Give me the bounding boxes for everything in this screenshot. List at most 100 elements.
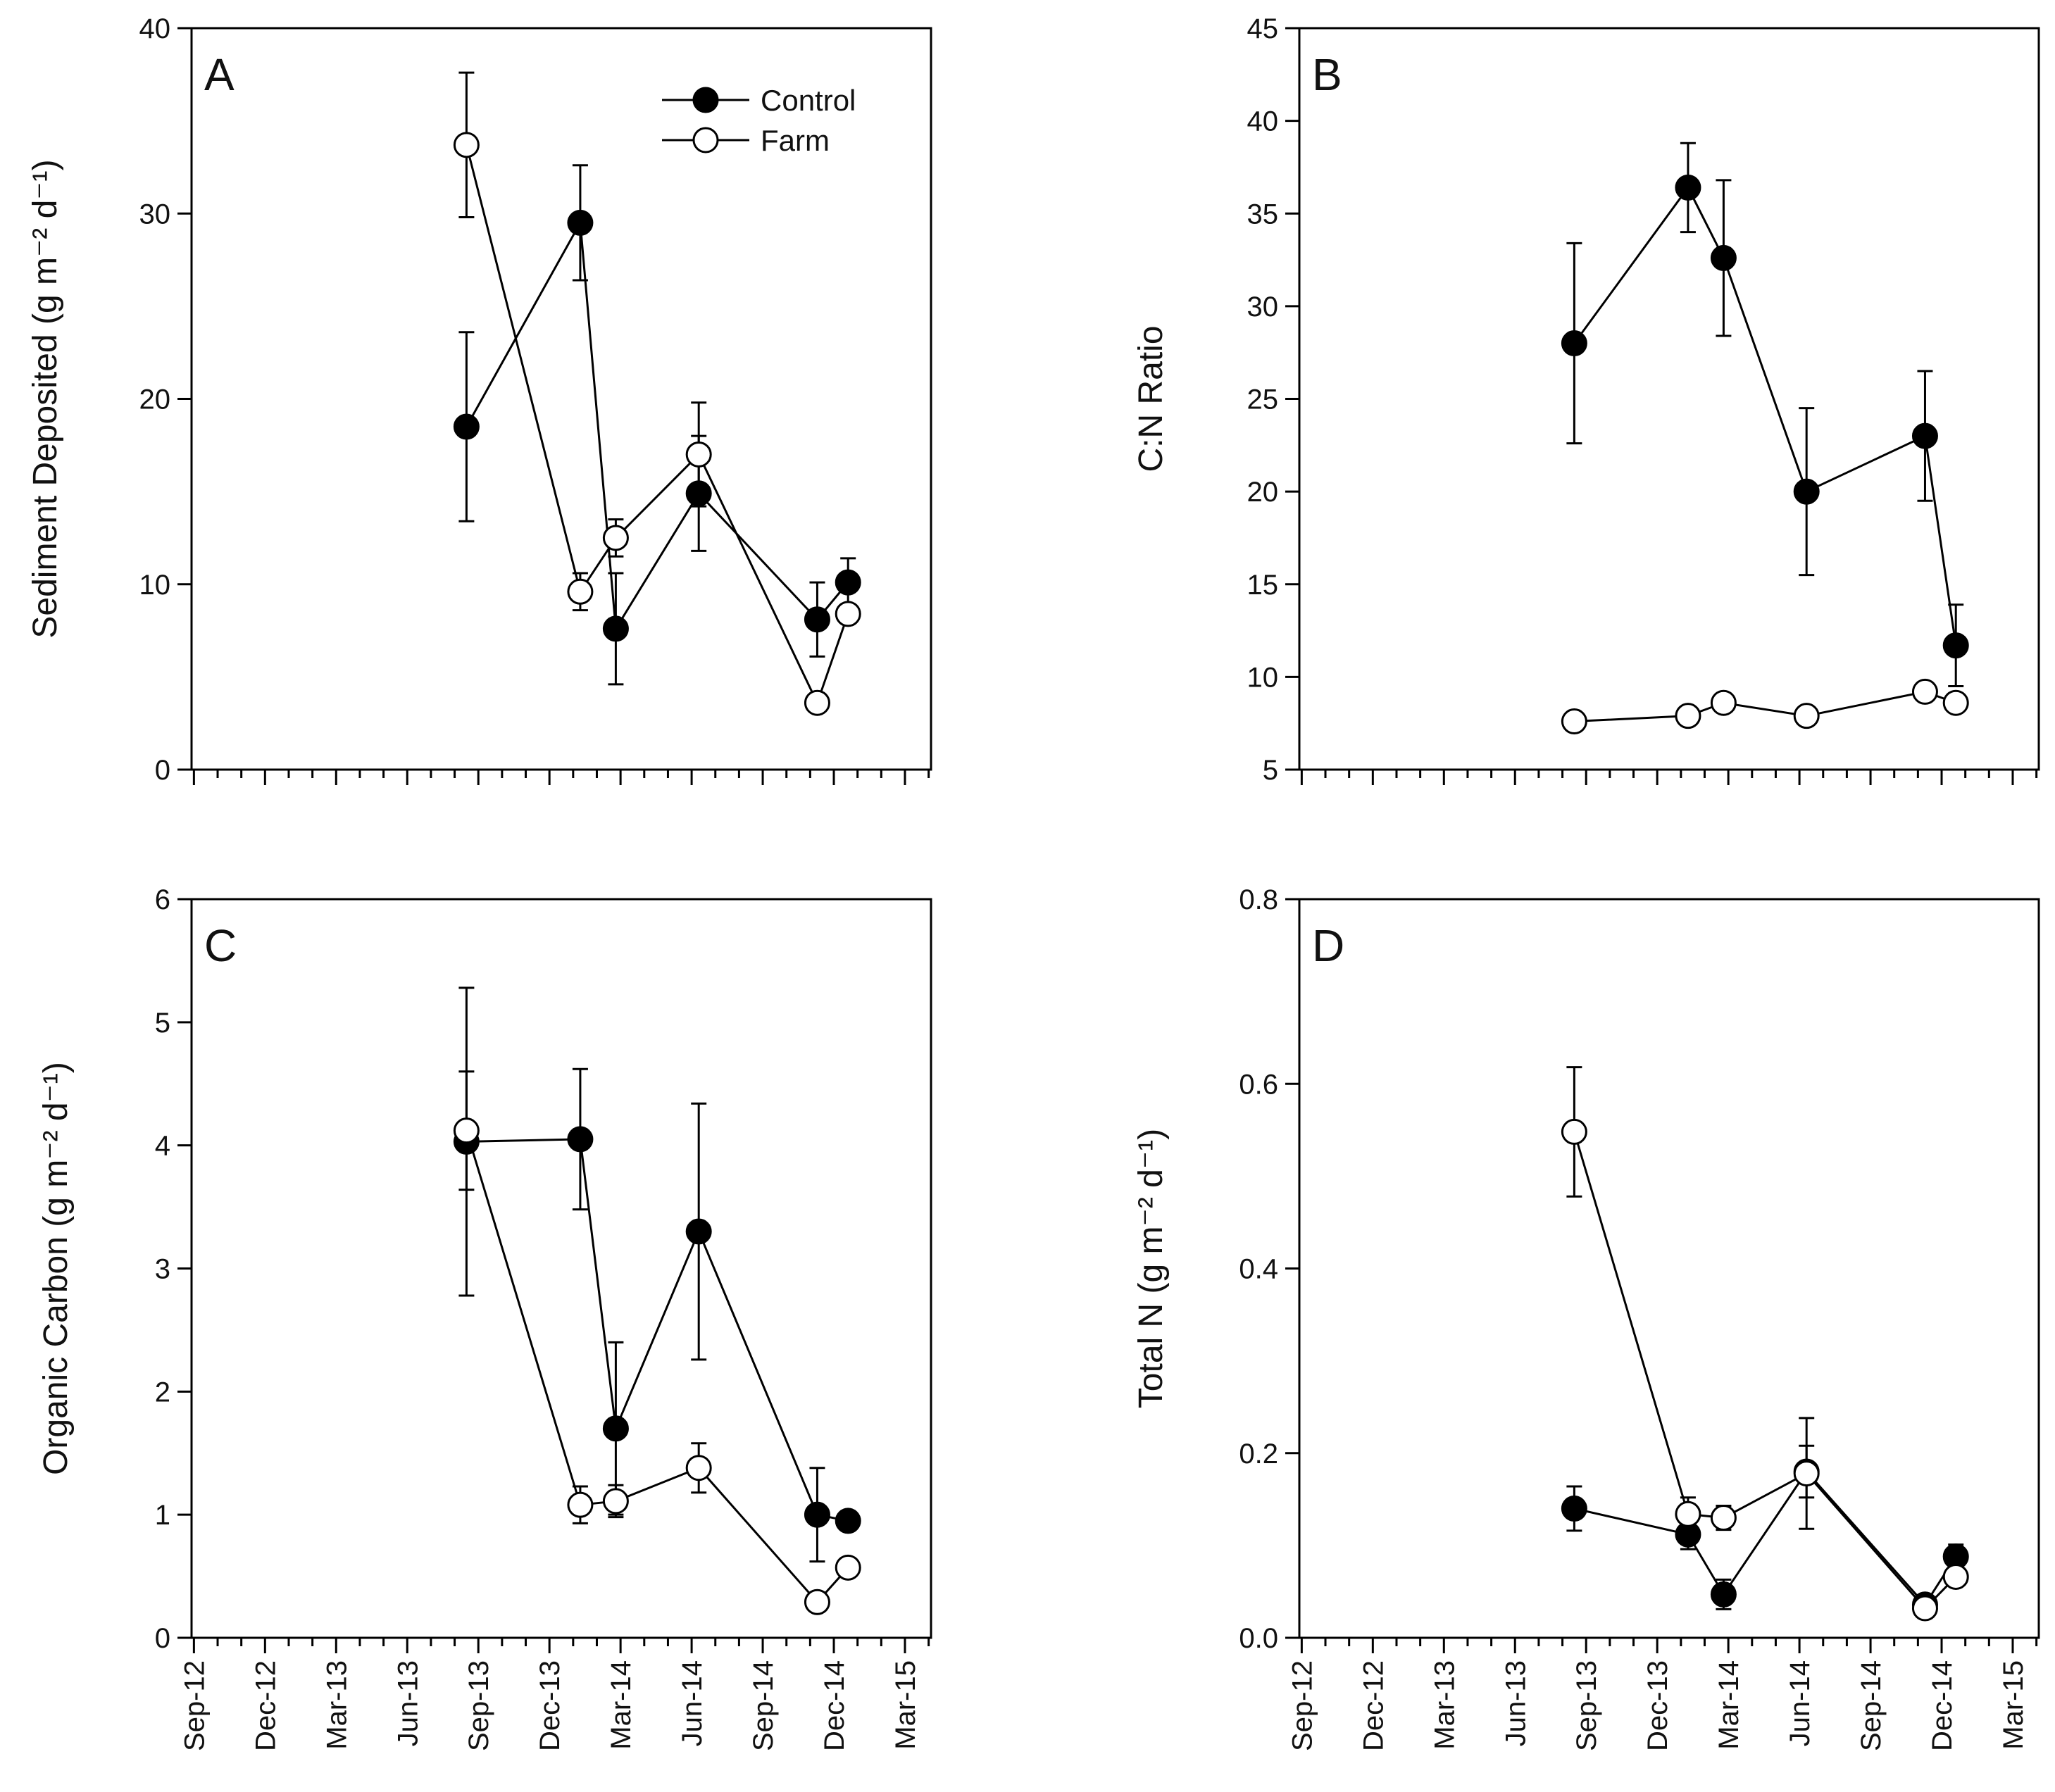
x-tick-label: Mar-13 [321,1660,352,1750]
y-tick-label: 6 [155,884,170,915]
panel-d: 0.0 0.2 0.4 0.6 0.8 Sep-12 Dec-12 Mar-13 Jun-13 S… [1132,884,2040,1751]
data-point-control [1561,330,1587,357]
x-tick-label: Dec-13 [535,1660,566,1751]
data-point-control [1793,478,1820,505]
data-point-control [1710,1581,1737,1608]
data-point-farm [1675,1500,1701,1527]
y-tick-label: 10 [139,570,171,601]
data-point-control [804,606,830,633]
data-point-farm [567,578,594,605]
data-point-control [1561,1495,1587,1522]
data-point-control [804,1501,830,1528]
series-line-farm [465,144,849,706]
panel-letter: C [204,920,237,971]
panel-a: 0 10 20 30 40 Sediment Deposited (g m⁻² d⁻¹) A… [27,13,932,786]
data-point-farm [835,1554,861,1581]
data-point-control [602,1415,629,1442]
panel-b: 5 10 15 20 25 30 35 40 45 C:N Ratio B [1132,13,2040,786]
y-axis-title: C:N Ratio [1132,325,1170,472]
data-point-farm [685,1455,712,1481]
plot-frame [1298,27,2040,771]
y-axis-title: Total N (g m⁻² d⁻¹) [1132,1129,1170,1408]
x-tick-label: Dec-12 [250,1660,281,1751]
data-point-control [567,209,594,236]
y-tick-label: 0 [155,1623,170,1654]
y-tick-label: 0.0 [1239,1623,1278,1654]
x-tick-label: Jun-14 [677,1660,708,1746]
data-point-farm [1942,689,1969,716]
series-line-control [1574,1470,1957,1607]
x-tick-label: Dec-13 [1642,1660,1673,1751]
series-line-control [466,1138,849,1522]
data-point-farm [1942,1563,1969,1590]
panel-c: 0 1 2 3 4 5 6 Sep-12 Dec-12 Mar-13 Jun-13 Sep-13 Dec… [37,884,932,1751]
x-tick-label: Mar-13 [1429,1660,1460,1750]
y-tick-label: 2 [155,1377,170,1408]
data-point-control [1911,422,1938,449]
y-tick-label: 0.6 [1239,1069,1278,1100]
y-tick-label: 0.2 [1239,1439,1278,1470]
data-point-farm [685,441,712,468]
panel-letter: A [204,49,235,100]
data-point-control [685,1218,712,1245]
x-tick-label: Jun-13 [1500,1660,1531,1746]
x-tick-label: Sep-12 [179,1660,210,1751]
y-tick-label: 45 [1247,13,1279,44]
panel-letter: B [1312,49,1342,100]
x-tick-label: Jun-14 [1785,1660,1816,1746]
x-tick-label: Mar-14 [1713,1660,1744,1750]
legend-marker [692,127,719,153]
data-point-farm [1710,1505,1737,1531]
data-point-control [835,1508,861,1534]
x-tick-label: Sep-13 [463,1660,494,1751]
y-tick-label: 0.8 [1239,884,1278,915]
y-tick-label: 20 [139,384,171,415]
y-tick-label: 4 [155,1131,170,1162]
data-point-farm [1561,708,1587,735]
series-line-farm [1573,1132,1957,1610]
data-point-control [1710,244,1737,271]
data-point-farm [567,1491,594,1518]
x-tick-label: Dec-12 [1358,1660,1389,1751]
y-tick-label: 0.4 [1239,1254,1278,1285]
data-point-control [1942,632,1969,659]
legend-label: Farm [761,124,830,157]
x-tick-label: Sep-12 [1287,1660,1318,1751]
x-tick-label: Dec-14 [819,1660,850,1751]
y-tick-label: 20 [1247,477,1279,508]
legend-marker [692,87,719,113]
data-point-farm [835,601,861,627]
data-point-control [567,1126,594,1153]
data-point-farm [453,132,480,158]
x-tick-label: Mar-14 [606,1660,637,1750]
y-axis-title: Organic Carbon (g m⁻² d⁻¹) [37,1062,75,1475]
plot-frame [1298,898,2040,1639]
x-tick-label: Sep-14 [748,1660,779,1751]
x-tick-label: Sep-14 [1856,1660,1887,1751]
data-point-farm [1911,678,1938,705]
data-point-farm [804,1589,830,1615]
y-tick-label: 3 [155,1254,170,1285]
y-tick-label: 40 [1247,106,1279,137]
y-tick-label: 40 [139,13,171,44]
x-tick-label: Mar-15 [890,1660,921,1750]
data-point-control [602,615,629,642]
y-tick-label: 0 [155,755,170,786]
x-tick-label: Jun-13 [392,1660,423,1746]
y-tick-label: 1 [155,1500,170,1531]
data-point-farm [1911,1595,1938,1622]
y-tick-label: 35 [1247,199,1279,230]
data-point-farm [1793,1460,1820,1487]
y-tick-label: 10 [1247,662,1279,693]
series-line-control [466,219,849,632]
data-point-control [453,413,480,440]
x-tick-label: Sep-13 [1571,1660,1602,1751]
data-point-farm [1675,703,1701,729]
x-tick-label: Dec-14 [1927,1660,1958,1751]
y-axis-title: Sediment Deposited (g m⁻² d⁻¹) [27,159,64,638]
data-point-farm [602,525,629,551]
series-line-control [1573,185,1957,646]
data-point-farm [602,1488,629,1515]
data-point-control [835,569,861,596]
